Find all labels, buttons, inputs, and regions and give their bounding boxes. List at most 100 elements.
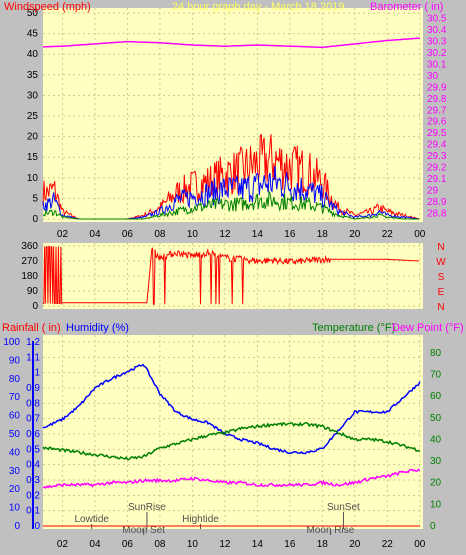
climate-panel-bg (43, 335, 423, 529)
barometer-tick-label: 28.8 (427, 208, 447, 219)
x-tick-label: 00 (414, 539, 426, 550)
x-tick-label: 02 (57, 539, 69, 550)
x-tick-label: 14 (252, 539, 264, 550)
x-tick-label: 20 (349, 229, 361, 240)
x-tick-label: 18 (317, 229, 329, 240)
temperature-tick-label: 50 (430, 413, 442, 424)
wind-direction-line (43, 246, 419, 305)
barometer-tick-label: 30 (427, 71, 439, 82)
rainfall-title: Rainfall ( in) (2, 322, 61, 334)
wind-y-tick-label: 50 (27, 8, 39, 19)
x-tick-label: 12 (219, 229, 231, 240)
barometer-tick-label: 29.6 (427, 117, 447, 128)
humidity-title: Humidity (%) (66, 322, 129, 334)
rainfall-tick-label: 0 (34, 521, 40, 532)
direction-tick-label: 360 (21, 241, 38, 252)
compass-label-n: N (437, 302, 444, 313)
wind-y-tick-label: 40 (27, 49, 39, 60)
temperature-tick-label: 30 (430, 456, 442, 467)
x-tick-label: 06 (122, 539, 134, 550)
wind-y-tick-label: 10 (27, 173, 39, 184)
x-tick-label: 10 (187, 229, 199, 240)
temperature-tick-label: 80 (430, 348, 442, 359)
event-label: SunRise (128, 502, 166, 513)
graph-day-title: 24 hour graph day - March 18 2019 (172, 1, 344, 13)
x-tick-label: 02 (57, 229, 69, 240)
temperature-tick-label: 20 (430, 478, 442, 489)
x-tick-label: 04 (89, 539, 101, 550)
compass-label-n: N (437, 242, 444, 253)
event-label: Lowtide (74, 514, 109, 525)
temperature-tick-label: 60 (430, 391, 442, 402)
windspeed-title: Windspeed (mph) (4, 1, 91, 13)
barometer-tick-label: 29.3 (427, 151, 447, 162)
x-tick-label: 12 (219, 539, 231, 550)
wind-y-tick-label: 20 (27, 132, 39, 143)
compass-label-w: W (436, 257, 446, 268)
x-tick-label: 22 (382, 229, 394, 240)
humidity-line (42, 363, 421, 455)
barometer-tick-label: 29 (427, 185, 439, 196)
barometer-tick-label: 29.1 (427, 174, 447, 185)
humidity-tick-label: 70 (9, 392, 21, 403)
x-tick-label: 08 (154, 539, 166, 550)
humidity-tick-label: 10 (9, 503, 21, 514)
event-label: Moon Rise (307, 525, 355, 536)
temperature-tick-label: 10 (430, 499, 442, 510)
event-label: Hightide (182, 514, 219, 525)
humidity-tick-label: 50 (9, 429, 21, 440)
humidity-tick-label: 80 (9, 374, 21, 385)
dewpoint-title: Dew Point (°F) (392, 322, 464, 334)
humidity-tick-label: 100 (3, 337, 20, 348)
barometer-tick-label: 28.9 (427, 197, 447, 208)
x-tick-label: 14 (252, 229, 264, 240)
temperature-tick-label: 40 (430, 434, 442, 445)
humidity-tick-label: 60 (9, 411, 21, 422)
barometer-tick-label: 30.2 (427, 48, 447, 59)
temperature-tick-label: 70 (430, 369, 442, 380)
event-label: Moon Set (122, 525, 165, 536)
direction-left-axis: 0 90 180 270 360 (21, 241, 38, 312)
humidity-tick-label: 20 (9, 484, 21, 495)
barometer-tick-label: 29.5 (427, 128, 447, 139)
event-label: SunSet (327, 502, 360, 513)
barometer-axis: 28.828.92929.129.229.329.429.529.629.729… (427, 14, 447, 220)
humidity-tick-label: 90 (9, 355, 21, 366)
wind-left-axis: 0 5 10 15 20 25 30 35 40 45 50 (27, 8, 39, 225)
direction-tick-label: 180 (21, 271, 38, 282)
humidity-tick-label: 30 (9, 466, 21, 477)
wind-y-tick-label: 45 (27, 29, 39, 40)
climate-series (42, 363, 421, 527)
wind-x-axis: 02 04 06 08 10 12 14 16 18 20 22 00 (57, 229, 426, 240)
x-tick-label: 20 (349, 539, 361, 550)
direction-tick-label: 0 (32, 301, 38, 312)
rainfall-tick-label: 1 (34, 368, 40, 379)
x-tick-label: 16 (284, 229, 296, 240)
climate-x-axis: 02 04 06 08 10 12 14 16 18 20 22 00 (57, 539, 426, 550)
wind-y-tick-label: 5 (32, 193, 38, 204)
temperature-line (42, 421, 421, 461)
humidity-tick-label: 40 (9, 447, 21, 458)
x-tick-label: 04 (89, 229, 101, 240)
barometer-tick-label: 29.2 (427, 163, 447, 174)
barometer-tick-label: 30.5 (427, 14, 447, 25)
barometer-tick-label: 29.8 (427, 94, 447, 105)
direction-tick-label: 90 (27, 286, 39, 297)
wind-y-tick-label: 35 (27, 70, 39, 81)
x-tick-label: 22 (382, 539, 394, 550)
barometer-title: Barometer ( in) (370, 1, 443, 13)
x-tick-label: 10 (187, 539, 199, 550)
temperature-tick-label: 0 (430, 521, 436, 532)
wind-y-tick-label: 15 (27, 152, 39, 163)
windspeed-line-2 (42, 190, 420, 220)
humidity-axis: 0 10 20 30 40 50 60 70 80 90 100 (3, 337, 34, 532)
temperature-title: Temperature (°F) (312, 322, 395, 334)
wind-y-tick-label: 30 (27, 90, 39, 101)
barometer-tick-label: 30.3 (427, 37, 447, 48)
direction-tick-label: 270 (21, 256, 38, 267)
x-tick-label: 00 (414, 229, 426, 240)
barometer-tick-label: 29.7 (427, 105, 447, 116)
compass-label-s: S (438, 272, 445, 283)
barometer-tick-label: 29.9 (427, 82, 447, 93)
barometer-tick-label: 29.4 (427, 140, 447, 151)
